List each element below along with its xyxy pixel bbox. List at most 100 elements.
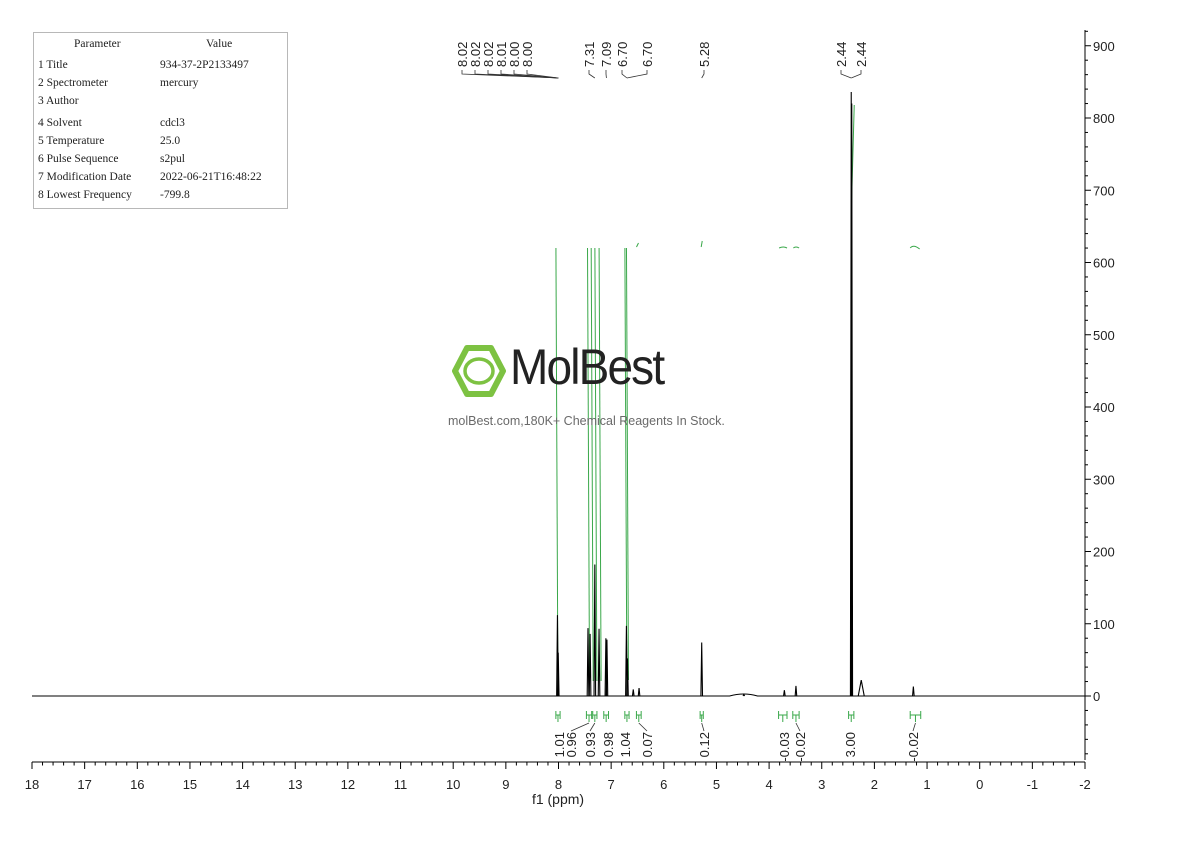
peak-label: 6.70 [615, 42, 630, 67]
integral-value: -0.02 [906, 732, 921, 762]
integral-value: 1.04 [618, 732, 633, 757]
peak-label-leader [626, 70, 648, 79]
integral-leader [912, 722, 916, 732]
watermark-tagline: molBest.com,180K+ Chemical Reagents In S… [448, 414, 725, 428]
integral-curve [700, 240, 703, 248]
x-tick-label: 16 [130, 777, 144, 792]
integral-bracket [909, 711, 922, 722]
spectrum-peak [850, 103, 854, 697]
integral-bracket [778, 711, 788, 722]
peak-label: 7.31 [582, 42, 597, 67]
peak-label: 8.01 [494, 42, 509, 67]
x-tick-label: 3 [818, 777, 825, 792]
peak-label-leader [840, 70, 852, 79]
x-tick-label: 14 [235, 777, 249, 792]
x-tick-label: -1 [1027, 777, 1039, 792]
x-tick-label: 9 [502, 777, 509, 792]
y-tick-label: 700 [1093, 183, 1115, 198]
y-tick-label: 0 [1093, 689, 1100, 704]
integral-value: 0.07 [640, 732, 655, 757]
x-tick-label: 15 [183, 777, 197, 792]
peak-label: 2.44 [854, 42, 869, 67]
integral-curve [778, 246, 800, 249]
integral-bracket [592, 711, 598, 722]
integral-leader [701, 722, 705, 732]
spectrum-peak [912, 686, 915, 697]
integral-value: -0.03 [777, 732, 792, 762]
peak-label: 8.02 [481, 42, 496, 67]
integral-bracket [624, 711, 630, 722]
x-tick-label: 8 [555, 777, 562, 792]
x-axis-title: f1 (ppm) [532, 791, 584, 807]
value-header: Value [206, 38, 233, 50]
peak-label: 8.02 [455, 42, 470, 67]
peak-label-leader [588, 70, 596, 79]
benzene-logo-icon [452, 345, 506, 397]
y-tick-label: 100 [1093, 617, 1115, 632]
peak-label-leader [526, 70, 559, 79]
x-tick-label: 7 [608, 777, 615, 792]
peak-label: 8.00 [507, 42, 522, 67]
spectrum-peak [783, 690, 786, 697]
x-tick-label: 1 [923, 777, 930, 792]
integral-curve [594, 247, 598, 682]
integral-curve [909, 245, 920, 250]
integral-value: 3.00 [843, 732, 858, 757]
spectrum-peak [700, 642, 704, 697]
integral-value: 0.12 [697, 732, 712, 757]
integral-curve [590, 247, 594, 682]
integral-leader [589, 722, 596, 732]
x-tick-label: 17 [77, 777, 91, 792]
peak-label: 2.44 [834, 42, 849, 67]
molbest-logo: MolBest [452, 339, 672, 400]
peak-label: 5.28 [697, 42, 712, 67]
integral-curve [636, 242, 639, 248]
peak-label-leader [621, 70, 628, 79]
x-tick-label: 10 [446, 777, 460, 792]
integral-bracket [555, 711, 561, 722]
parameter-table: Parameter Value 1 Title 934-37-2P2133497 … [33, 32, 288, 209]
parameter-header: Parameter [74, 38, 121, 50]
spectrum-peak [588, 633, 592, 697]
spectrum-peak [556, 652, 560, 697]
integral-leader [638, 722, 648, 732]
peak-label-leader [513, 70, 559, 79]
spectrum-peak [631, 689, 635, 697]
peak-label: 8.00 [520, 42, 535, 67]
y-tick-label: 500 [1093, 328, 1115, 343]
y-tick-label: 600 [1093, 256, 1115, 271]
x-tick-label: 6 [660, 777, 667, 792]
integral-leader [795, 722, 801, 732]
peak-label-leader [851, 70, 862, 79]
integral-value: 0.96 [564, 732, 579, 757]
brand-name: MolBest [510, 339, 665, 395]
peak-label: 7.09 [599, 42, 614, 67]
spectrum-peak [597, 628, 601, 697]
x-tick-label: 4 [765, 777, 772, 792]
spectrum-peak [626, 658, 629, 697]
integral-leader [570, 722, 590, 732]
x-tick-label: 13 [288, 777, 302, 792]
integral-bracket [792, 711, 800, 722]
spectrum-peak [586, 628, 590, 697]
y-tick-label: 900 [1093, 39, 1115, 54]
integral-bracket [635, 711, 642, 722]
integral-value: 1.01 [552, 732, 567, 757]
x-tick-label: 11 [394, 777, 408, 792]
x-tick-label: 12 [341, 777, 355, 792]
integral-curve [598, 247, 602, 682]
integral-curve [587, 247, 591, 682]
spectrum-peak [593, 564, 597, 697]
integral-bracket [603, 711, 610, 722]
spectrum-peak [605, 639, 609, 697]
peak-label: 6.70 [640, 42, 655, 67]
y-tick-label: 300 [1093, 472, 1115, 487]
y-tick-label: 800 [1093, 111, 1115, 126]
peak-label: 8.02 [468, 42, 483, 67]
integral-curve [625, 247, 629, 681]
y-tick-label: 400 [1093, 400, 1115, 415]
spectrum-peak [742, 693, 746, 697]
integral-bracket [699, 711, 704, 722]
x-tick-label: 18 [25, 777, 39, 792]
